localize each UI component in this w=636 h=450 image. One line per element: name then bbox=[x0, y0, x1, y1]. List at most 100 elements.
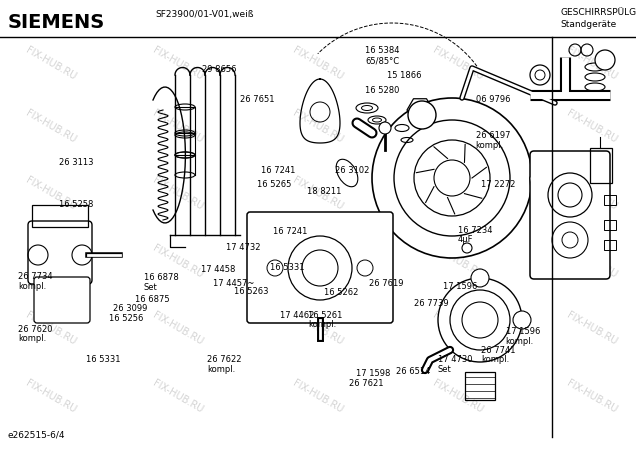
Circle shape bbox=[379, 122, 391, 134]
Bar bbox=[604, 220, 616, 230]
Text: SIEMENS: SIEMENS bbox=[8, 13, 105, 32]
Circle shape bbox=[595, 50, 615, 70]
Text: 17 1596: 17 1596 bbox=[443, 282, 477, 291]
Text: kompl.: kompl. bbox=[476, 141, 504, 150]
Text: 15 1866: 15 1866 bbox=[387, 71, 422, 80]
Text: FIX-HUB.RU: FIX-HUB.RU bbox=[151, 243, 205, 279]
Text: 26 7621: 26 7621 bbox=[349, 379, 383, 388]
Bar bbox=[604, 240, 616, 250]
Text: 16 5331: 16 5331 bbox=[86, 355, 121, 364]
Text: GESCHIRRSPÜLGERÄTE: GESCHIRRSPÜLGERÄTE bbox=[560, 8, 636, 17]
Text: 26 6514: 26 6514 bbox=[396, 367, 431, 376]
Text: 16 6875: 16 6875 bbox=[135, 295, 169, 304]
Text: 16 5261: 16 5261 bbox=[308, 311, 342, 320]
Circle shape bbox=[267, 260, 283, 276]
Circle shape bbox=[450, 290, 510, 350]
Circle shape bbox=[513, 311, 531, 329]
Text: 17 4730: 17 4730 bbox=[438, 355, 472, 364]
Text: FIX-HUB.RU: FIX-HUB.RU bbox=[431, 378, 485, 414]
Text: 17 1596: 17 1596 bbox=[506, 327, 540, 336]
Text: 4μF: 4μF bbox=[458, 235, 473, 244]
Circle shape bbox=[558, 183, 582, 207]
Text: 16 5265: 16 5265 bbox=[257, 180, 291, 189]
Text: kompl.: kompl. bbox=[506, 337, 534, 346]
Bar bbox=[32, 205, 88, 227]
Text: 26 3099: 26 3099 bbox=[113, 304, 148, 313]
Text: FIX-HUB.RU: FIX-HUB.RU bbox=[565, 310, 618, 347]
Text: FIX-HUB.RU: FIX-HUB.RU bbox=[565, 45, 618, 81]
Text: FIX-HUB.RU: FIX-HUB.RU bbox=[24, 243, 78, 279]
Text: FIX-HUB.RU: FIX-HUB.RU bbox=[151, 175, 205, 212]
Circle shape bbox=[562, 232, 578, 248]
Circle shape bbox=[372, 98, 532, 258]
Text: FIX-HUB.RU: FIX-HUB.RU bbox=[24, 175, 78, 212]
Text: FIX-HUB.RU: FIX-HUB.RU bbox=[291, 243, 345, 279]
Text: FIX-HUB.RU: FIX-HUB.RU bbox=[151, 45, 205, 81]
Circle shape bbox=[414, 140, 490, 216]
Text: FIX-HUB.RU: FIX-HUB.RU bbox=[291, 45, 345, 81]
Text: 16 5331: 16 5331 bbox=[270, 263, 305, 272]
Text: FIX-HUB.RU: FIX-HUB.RU bbox=[24, 108, 78, 144]
Text: kompl.: kompl. bbox=[18, 334, 46, 343]
Text: Set: Set bbox=[144, 283, 158, 292]
Text: FIX-HUB.RU: FIX-HUB.RU bbox=[565, 175, 618, 212]
Text: 26 7622: 26 7622 bbox=[207, 355, 242, 364]
Text: 17 1598: 17 1598 bbox=[356, 369, 390, 378]
Circle shape bbox=[530, 65, 550, 85]
Text: FIX-HUB.RU: FIX-HUB.RU bbox=[151, 108, 205, 144]
Text: 16 5384: 16 5384 bbox=[365, 46, 399, 55]
Text: 16 5258: 16 5258 bbox=[59, 200, 93, 209]
Text: FIX-HUB.RU: FIX-HUB.RU bbox=[431, 45, 485, 81]
Text: 16 6878: 16 6878 bbox=[144, 273, 179, 282]
Text: FIX-HUB.RU: FIX-HUB.RU bbox=[24, 378, 78, 414]
Text: Set: Set bbox=[438, 364, 452, 373]
Text: kompl.: kompl. bbox=[207, 365, 235, 374]
Text: FIX-HUB.RU: FIX-HUB.RU bbox=[565, 108, 618, 144]
FancyBboxPatch shape bbox=[530, 151, 610, 279]
Text: 26 7739: 26 7739 bbox=[414, 299, 448, 308]
Text: 16 5280: 16 5280 bbox=[365, 86, 399, 95]
Text: 26 7734: 26 7734 bbox=[18, 272, 52, 281]
Circle shape bbox=[357, 260, 373, 276]
Text: FIX-HUB.RU: FIX-HUB.RU bbox=[431, 310, 485, 347]
Text: FIX-HUB.RU: FIX-HUB.RU bbox=[291, 310, 345, 347]
Circle shape bbox=[462, 302, 498, 338]
Text: FIX-HUB.RU: FIX-HUB.RU bbox=[24, 310, 78, 347]
Text: 26 7619: 26 7619 bbox=[369, 279, 403, 288]
Text: 26 3102: 26 3102 bbox=[335, 166, 370, 175]
Text: FIX-HUB.RU: FIX-HUB.RU bbox=[431, 243, 485, 279]
Text: Standgeräte: Standgeräte bbox=[560, 20, 616, 29]
Text: FIX-HUB.RU: FIX-HUB.RU bbox=[291, 175, 345, 212]
FancyBboxPatch shape bbox=[247, 212, 393, 323]
Bar bbox=[590, 148, 612, 183]
Text: 29 8656: 29 8656 bbox=[202, 65, 237, 74]
Text: 26 7620: 26 7620 bbox=[18, 325, 52, 334]
FancyBboxPatch shape bbox=[34, 277, 90, 323]
Circle shape bbox=[471, 269, 489, 287]
Text: FIX-HUB.RU: FIX-HUB.RU bbox=[151, 378, 205, 414]
Circle shape bbox=[438, 278, 522, 362]
Text: kompl.: kompl. bbox=[481, 355, 509, 364]
Text: 16 7241: 16 7241 bbox=[261, 166, 295, 175]
Circle shape bbox=[408, 101, 436, 129]
Text: FIX-HUB.RU: FIX-HUB.RU bbox=[151, 310, 205, 347]
Text: 26 7741: 26 7741 bbox=[481, 346, 515, 355]
Text: 16 7241: 16 7241 bbox=[273, 227, 308, 236]
Text: 16 5263: 16 5263 bbox=[234, 287, 268, 296]
Text: FIX-HUB.RU: FIX-HUB.RU bbox=[24, 45, 78, 81]
Text: 16 5256: 16 5256 bbox=[109, 314, 144, 323]
Text: 17 4458: 17 4458 bbox=[201, 266, 235, 274]
Text: SF23900/01-V01,weiß: SF23900/01-V01,weiß bbox=[155, 10, 254, 19]
Circle shape bbox=[552, 222, 588, 258]
Text: FIX-HUB.RU: FIX-HUB.RU bbox=[291, 378, 345, 414]
Text: 06 9796: 06 9796 bbox=[476, 95, 510, 104]
Text: FIX-HUB.RU: FIX-HUB.RU bbox=[291, 108, 345, 144]
Text: 16 5262: 16 5262 bbox=[324, 288, 358, 297]
Text: 26 3113: 26 3113 bbox=[59, 158, 93, 167]
Text: e262515-6/4: e262515-6/4 bbox=[8, 431, 66, 440]
Circle shape bbox=[434, 160, 470, 196]
Text: 65/85°C: 65/85°C bbox=[365, 56, 399, 65]
Circle shape bbox=[302, 250, 338, 286]
Text: FIX-HUB.RU: FIX-HUB.RU bbox=[565, 378, 618, 414]
Circle shape bbox=[548, 173, 592, 217]
